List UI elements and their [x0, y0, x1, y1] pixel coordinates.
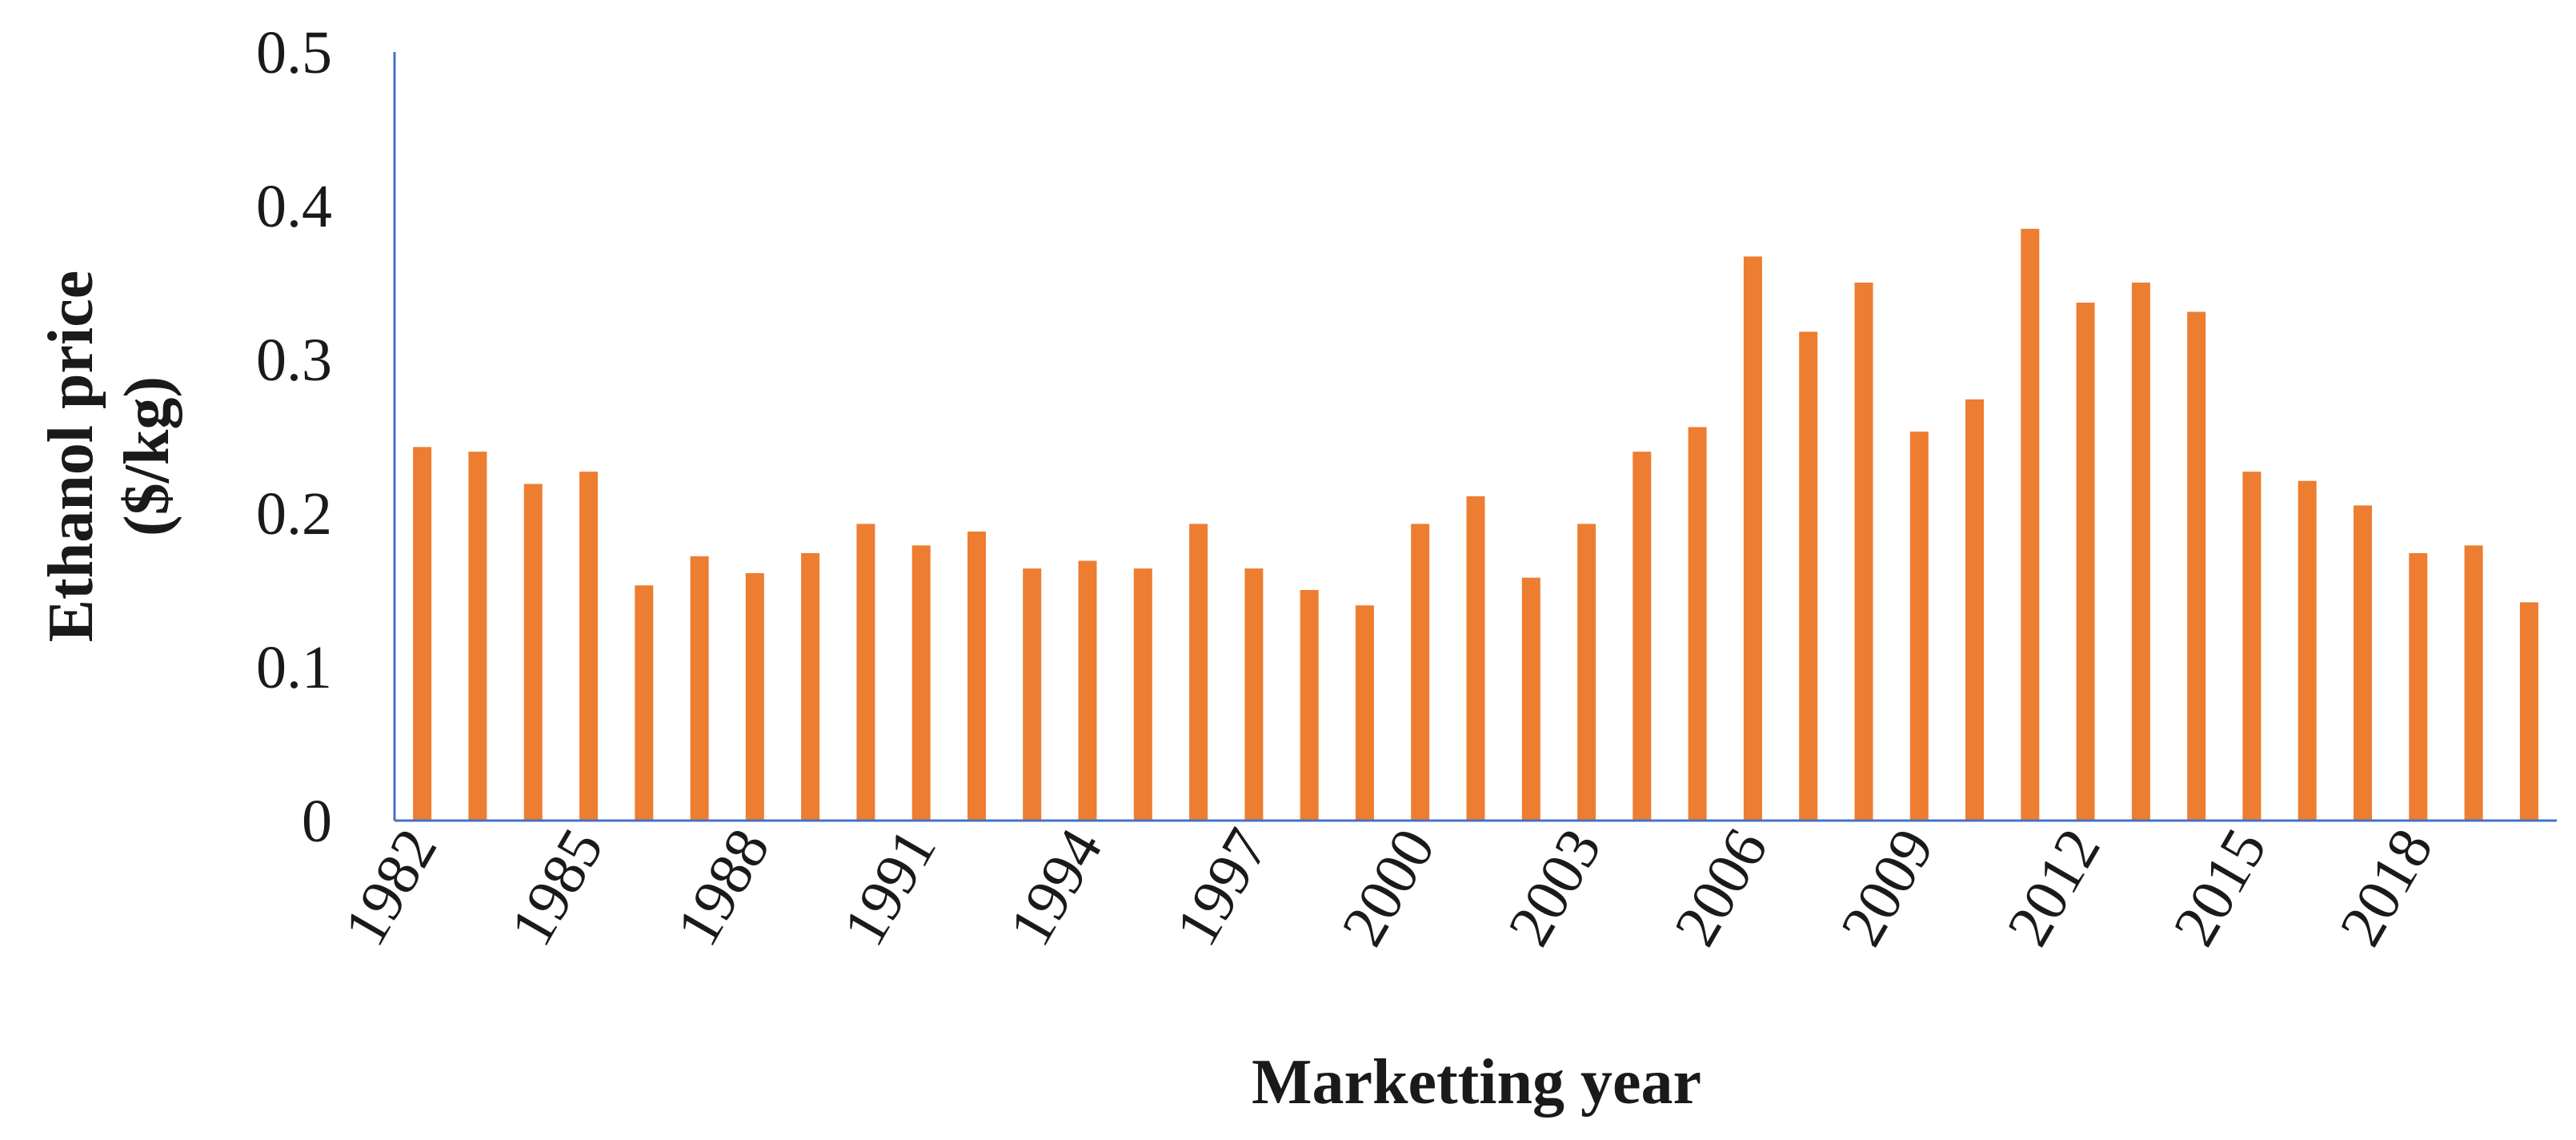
x-tick-label: 1994 — [996, 818, 1116, 957]
y-axis-title: Ethanol price ($/kg) — [36, 271, 182, 642]
x-tick-label: 2003 — [1496, 818, 1615, 957]
y-tick-label: 0 — [302, 788, 332, 855]
bar-2008 — [1854, 283, 1873, 821]
bar-2009 — [1909, 432, 1929, 821]
bar-1986 — [635, 585, 654, 821]
bar-1995 — [1133, 568, 1152, 821]
bar-1982 — [413, 447, 432, 821]
y-tick-label: 0.4 — [256, 173, 332, 240]
x-tick-labels: 1982 1985 1988 1991 1994 1997 2000 2003 2006 2009… — [331, 818, 2446, 957]
x-tick-label: 1985 — [497, 818, 616, 957]
x-tick-label: 1982 — [331, 818, 451, 957]
y-tick-label: 0.3 — [256, 327, 332, 394]
bar-1998 — [1300, 590, 1319, 821]
x-tick-label: 1997 — [1163, 818, 1282, 957]
bar-1987 — [690, 556, 709, 821]
bar-2000 — [1411, 524, 1430, 821]
bar-1990 — [856, 524, 875, 821]
x-tick-label: 2018 — [2327, 818, 2446, 957]
y-tick-label: 0.2 — [256, 480, 332, 548]
bar-1997 — [1244, 568, 1264, 821]
x-tick-label: 2006 — [1661, 818, 1781, 957]
bar-2014 — [2187, 311, 2206, 821]
bar-2010 — [1965, 399, 1984, 821]
bar-2007 — [1799, 331, 1818, 821]
bars — [413, 228, 2538, 821]
x-axis-title: Marketting year — [1252, 1047, 1701, 1118]
bar-1983 — [468, 452, 487, 821]
y-tick-labels: 0 0.1 0.2 0.3 0.4 0.5 — [256, 19, 332, 855]
bar-1984 — [523, 484, 543, 821]
bar-2018 — [2409, 552, 2428, 821]
bar-2015 — [2242, 472, 2262, 821]
bar-2006 — [1743, 256, 1762, 821]
bar-2001 — [1466, 496, 1485, 821]
bar-1989 — [801, 552, 820, 821]
y-axis-title-line2: ($/kg) — [112, 376, 182, 536]
bar-2011 — [2021, 228, 2040, 821]
bar-2004 — [1633, 452, 1652, 821]
bar-1996 — [1189, 524, 1208, 821]
x-tick-label: 2009 — [1828, 818, 1947, 957]
bar-1999 — [1355, 605, 1374, 821]
bar-1994 — [1078, 560, 1097, 821]
x-tick-label: 1991 — [830, 818, 949, 957]
y-axis-title-line1: Ethanol price — [36, 271, 106, 642]
bar-2005 — [1688, 427, 1707, 821]
bar-2003 — [1577, 524, 1596, 821]
bar-1993 — [1023, 568, 1042, 821]
bar-2013 — [2131, 283, 2150, 821]
bar-1988 — [745, 572, 764, 821]
bar-1985 — [579, 472, 598, 821]
x-tick-label: 2015 — [2161, 818, 2280, 957]
bar-1992 — [968, 532, 986, 821]
bar-2016 — [2298, 480, 2317, 821]
bar-1991 — [911, 545, 931, 821]
y-tick-label: 0.1 — [256, 634, 332, 701]
x-tick-label: 2000 — [1329, 818, 1448, 957]
bar-2019 — [2464, 545, 2483, 821]
bar-2002 — [1521, 577, 1540, 821]
y-tick-label: 0.5 — [256, 19, 332, 86]
x-tick-label: 1988 — [663, 818, 783, 957]
bar-2012 — [2076, 303, 2095, 821]
bar-2020 — [2519, 602, 2538, 821]
bar-2017 — [2354, 505, 2372, 821]
x-tick-label: 2012 — [1994, 818, 2113, 957]
